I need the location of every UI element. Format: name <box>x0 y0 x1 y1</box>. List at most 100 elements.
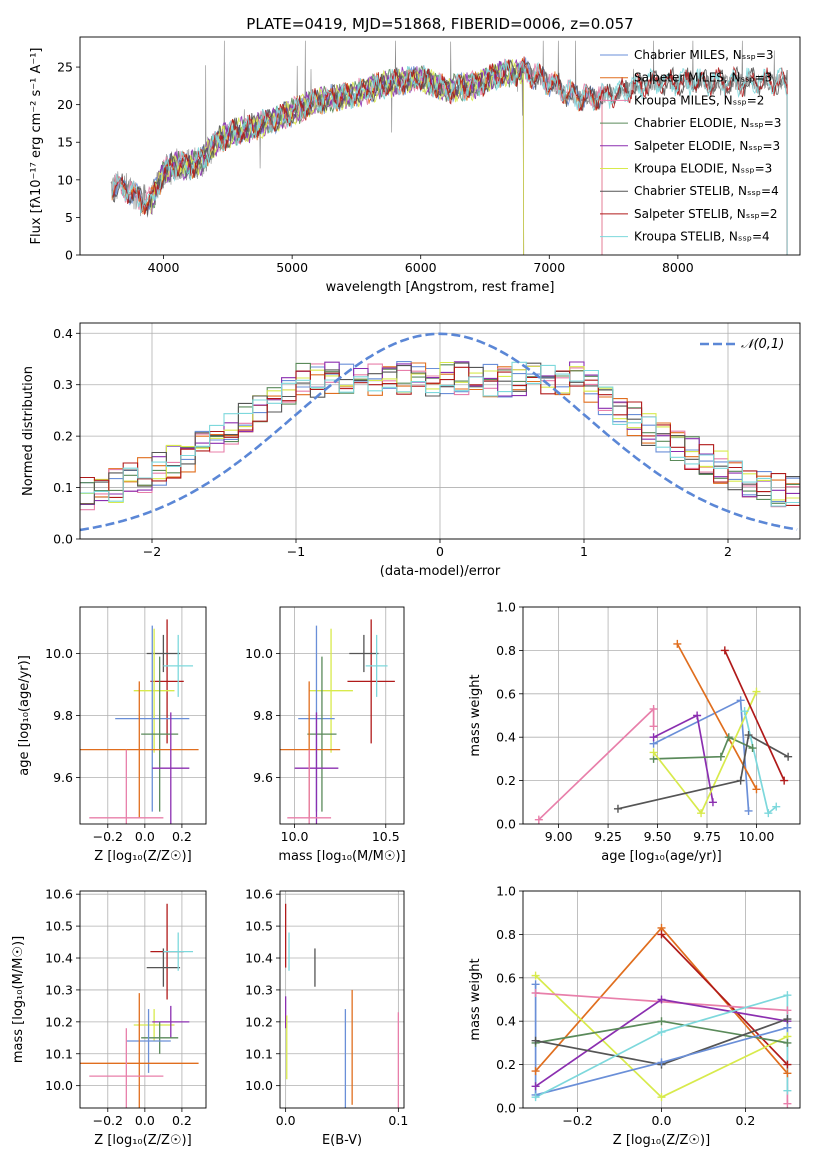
weight-point-marker <box>736 776 745 785</box>
legend-label: Kroupa STELIB, Nₛₛₚ=4 <box>634 230 770 244</box>
x-axis-label: wavelength [Angstrom, rest frame] <box>326 280 555 295</box>
weight-point-marker <box>783 1069 792 1078</box>
y-tick-label: 10.0 <box>245 646 273 661</box>
weight-point-marker <box>531 1036 540 1045</box>
model-spectrum-line <box>111 59 788 255</box>
y-tick-label: 9.8 <box>253 708 273 723</box>
y-tick-label: 10.6 <box>45 887 73 902</box>
axes-frame <box>79 890 207 1109</box>
x-tick-label: 0.2 <box>172 1113 192 1128</box>
weight-point-marker <box>657 1017 666 1026</box>
x-tick-label: 5000 <box>276 260 308 275</box>
y-tick-label: 1.0 <box>496 600 516 615</box>
y-tick-label: 0.8 <box>496 927 516 942</box>
weight-point-marker <box>657 930 666 939</box>
y-tick-label: 25 <box>57 60 73 75</box>
y-tick-label: 10.0 <box>245 1078 273 1093</box>
x-tick-label: 0.1 <box>388 1113 408 1128</box>
x-tick-label: 1 <box>580 544 588 559</box>
weight-point-marker <box>697 809 706 818</box>
plot-area-weight_vs_age <box>538 643 789 821</box>
y-tick-label: 0.6 <box>496 686 516 701</box>
normal-curve-line <box>80 332 798 532</box>
weight-point-marker <box>740 707 749 716</box>
x-tick-label: 0.0 <box>135 1113 155 1128</box>
axes-frame <box>522 606 801 825</box>
y-axis-label: Flux [fλ10⁻¹⁷ erg cm⁻² s⁻¹ A⁻¹] <box>29 48 44 245</box>
x-tick-label: 7000 <box>533 260 565 275</box>
weight-series-line <box>538 706 655 821</box>
axes-age_vs_Z: −0.2 0.0 0.2 9.6 9.8 10.0 Z [log₁₀(Z/Z☉)] age [… <box>17 606 207 864</box>
y-tick-label: 0.0 <box>496 817 516 832</box>
x-tick-label: 6000 <box>405 260 437 275</box>
weight-point-marker <box>783 1099 792 1108</box>
x-tick-label: 9.25 <box>594 829 622 844</box>
weight-point-marker <box>531 980 540 989</box>
legend-label: 𝒩(0,1) <box>741 337 784 352</box>
weight-point-marker <box>764 809 773 818</box>
x-tick-label: 0.0 <box>652 1113 672 1128</box>
axes-weight_vs_Z: −0.2 0.0 0.2 0.0 0.2 0.4 0.6 0.8 1.0 Z [log₁₀(Z/Z… <box>468 884 801 1148</box>
weight-point-marker <box>657 995 666 1004</box>
x-axis-label: (data-model)/error <box>380 564 501 579</box>
legend-label: Chabrier MILES, Nₛₛₚ=3 <box>634 48 774 62</box>
y-tick-label: 10.4 <box>245 951 273 966</box>
x-tick-label: −0.2 <box>562 1113 592 1128</box>
plot-area-mass_vs_EBV <box>284 903 400 1108</box>
axes-weight_vs_age: 9.00 9.25 9.50 9.75 10.00 0.0 0.2 0.4 0.6 0.8 1.0 a… <box>468 600 801 864</box>
axes-frame <box>279 890 405 1109</box>
axes-mass_vs_Z: −0.2 0.0 0.2 10.0 10.1 10.2 10.3 10.4 10.5 10.6 Z … <box>11 887 207 1148</box>
y-tick-label: 10.5 <box>245 919 273 934</box>
axes-residuals: −2 −1 0 1 2 0.0 0.1 0.2 0.3 0.4 (data-model)/error… <box>21 322 801 579</box>
weight-point-marker <box>783 1086 792 1095</box>
x-tick-label: 2 <box>724 544 732 559</box>
y-tick-label: 9.6 <box>253 770 273 785</box>
x-axis-label: Z [log₁₀(Z/Z☉)] <box>94 849 191 864</box>
x-tick-label: 10.5 <box>372 829 400 844</box>
y-tick-label: 10.0 <box>45 1078 73 1093</box>
weight-point-marker <box>783 1015 792 1024</box>
weight-point-marker <box>752 785 761 794</box>
weight-point-marker <box>772 802 781 811</box>
weight-point-marker <box>783 1038 792 1047</box>
y-tick-label: 10 <box>57 172 73 187</box>
weight-point-marker <box>783 1006 792 1015</box>
weight-point-marker <box>531 1093 540 1102</box>
x-tick-label: 8000 <box>662 260 694 275</box>
y-axis-label: mass weight <box>468 674 483 756</box>
legend-label: Kroupa ELODIE, Nₛₛₚ=3 <box>634 162 772 176</box>
weight-point-marker <box>534 815 543 824</box>
y-tick-label: 0.8 <box>496 643 516 658</box>
x-axis-label: age [log₁₀(age/yr)] <box>601 849 722 864</box>
axes-frame <box>79 606 207 825</box>
y-tick-label: 0.2 <box>496 773 516 788</box>
y-axis-label: Normed distribution <box>21 366 36 496</box>
y-tick-label: 10.1 <box>45 1046 73 1061</box>
y-tick-label: 0.0 <box>496 1101 516 1116</box>
x-tick-label: 9.50 <box>644 829 672 844</box>
weight-point-marker <box>744 731 753 740</box>
weight-point-marker <box>693 711 702 720</box>
plot-area-age_vs_mass <box>280 619 395 824</box>
y-tick-label: 10.2 <box>45 1014 73 1029</box>
legend-label: Chabrier ELODIE, Nₛₛₚ=3 <box>634 116 781 130</box>
weight-point-marker <box>531 988 540 997</box>
y-tick-label: 0.4 <box>496 730 516 745</box>
y-tick-label: 10.5 <box>45 919 73 934</box>
weight-point-marker <box>783 991 792 1000</box>
x-tick-label: 0.2 <box>172 829 192 844</box>
x-tick-label: 4000 <box>148 260 180 275</box>
weight-point-marker <box>724 733 733 742</box>
y-tick-label: 0.4 <box>496 1014 516 1029</box>
x-axis-label: mass [log₁₀(M/M☉)] <box>278 849 405 864</box>
x-tick-label: −0.2 <box>93 829 123 844</box>
y-tick-label: 10.3 <box>245 982 273 997</box>
axes-frame <box>79 36 801 256</box>
plot-area-spectrum <box>110 40 788 255</box>
weight-point-marker <box>649 748 658 757</box>
y-axis-label: age [log₁₀(age/yr)] <box>17 655 32 776</box>
weight-point-marker <box>708 798 717 807</box>
y-tick-label: 0.2 <box>496 1057 516 1072</box>
y-tick-label: 9.6 <box>53 770 73 785</box>
